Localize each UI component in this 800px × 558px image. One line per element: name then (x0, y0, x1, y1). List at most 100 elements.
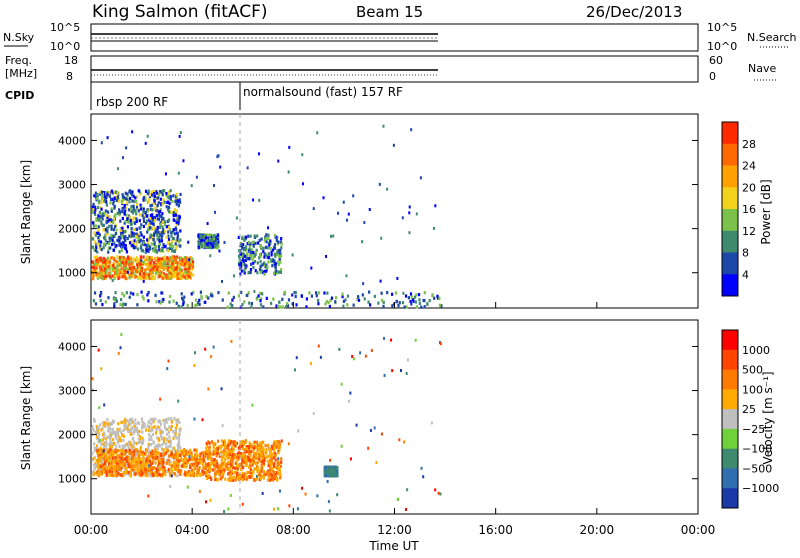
data-cell (153, 425, 156, 429)
data-cell (180, 274, 183, 278)
data-cell (246, 252, 249, 256)
data-cell (161, 260, 164, 264)
data-cell (176, 453, 179, 457)
data-cell (91, 432, 94, 436)
data-cell (128, 190, 131, 194)
x-tick-label: 08:00 (276, 523, 311, 537)
data-cell (199, 455, 202, 459)
data-cell (193, 351, 196, 355)
data-cell (264, 239, 267, 243)
data-cell (110, 470, 113, 474)
data-cell (187, 240, 190, 244)
data-cell (107, 450, 110, 454)
data-cell (136, 195, 139, 199)
data-cell (273, 252, 276, 256)
data-cell (169, 425, 172, 429)
data-cell (122, 266, 126, 271)
data-cell (103, 262, 106, 266)
colorbar-tick-label: 1000 (742, 344, 770, 357)
data-cell (129, 219, 132, 223)
data-cell (436, 296, 440, 300)
data-cell (241, 502, 244, 506)
data-cell (95, 217, 98, 221)
data-cell (155, 214, 158, 218)
data-cell (110, 431, 114, 435)
colorbar-tick-label: 8 (742, 247, 749, 260)
data-cell (415, 212, 418, 216)
data-cell (146, 240, 150, 244)
data-cell (241, 458, 244, 462)
data-cell (113, 441, 116, 446)
data-cell (295, 356, 298, 360)
data-cell (153, 194, 156, 198)
data-cell (100, 222, 103, 226)
data-cell (175, 436, 178, 440)
data-cell (105, 191, 108, 195)
data-cell (152, 219, 155, 223)
data-cell (178, 203, 181, 207)
data-cell (143, 258, 146, 263)
data-cell (172, 429, 175, 434)
colorbar-frame (721, 329, 739, 509)
data-cell (123, 195, 126, 199)
colorbar-swatch (722, 252, 738, 275)
data-cell (250, 450, 253, 454)
data-cell (160, 274, 163, 278)
data-cell (171, 230, 174, 234)
data-cell (144, 198, 147, 202)
data-cell (145, 457, 149, 461)
data-cell (328, 509, 331, 513)
data-cell (207, 450, 210, 454)
data-cell (167, 230, 170, 234)
data-cell (161, 276, 164, 280)
data-cell (99, 446, 102, 450)
data-cell (252, 454, 255, 459)
data-cell (116, 262, 120, 266)
data-cell (328, 472, 331, 476)
data-cell (149, 454, 152, 458)
data-cell (183, 462, 186, 466)
data-cell (104, 421, 107, 425)
data-cell (197, 233, 200, 237)
data-cell (140, 290, 143, 294)
data-cell (220, 387, 223, 391)
data-cell (119, 255, 122, 260)
data-cell (124, 302, 127, 307)
colorbar-tick-label: −100 (742, 443, 772, 456)
data-cell (344, 298, 347, 302)
data-cell (265, 240, 268, 244)
data-cell (266, 267, 269, 271)
data-cell (119, 302, 122, 307)
data-cell (145, 262, 148, 267)
data-cell (278, 471, 282, 475)
data-cell (132, 204, 135, 208)
data-cell (120, 266, 123, 271)
data-cell (116, 440, 120, 445)
data-cell (95, 267, 98, 271)
data-cell (138, 219, 141, 223)
data-cell (275, 271, 279, 275)
data-cell (129, 428, 133, 432)
data-cell (167, 459, 170, 463)
data-cell (104, 228, 108, 232)
data-cell (104, 458, 108, 463)
data-cell (153, 249, 156, 253)
data-cell (136, 430, 139, 434)
data-cell (198, 466, 201, 470)
data-cell (122, 302, 125, 306)
data-cell (296, 507, 299, 511)
data-cell (147, 428, 151, 432)
data-cell (276, 249, 279, 253)
data-cell (108, 454, 111, 458)
data-cell (98, 199, 101, 203)
data-cell (158, 427, 161, 432)
data-cell (198, 245, 202, 249)
nsky-frame (90, 23, 699, 52)
data-cell (125, 146, 128, 150)
data-cell (137, 440, 140, 445)
data-cell (104, 267, 107, 271)
data-cell (103, 191, 106, 195)
data-cell (122, 471, 125, 475)
data-cell (108, 215, 111, 219)
